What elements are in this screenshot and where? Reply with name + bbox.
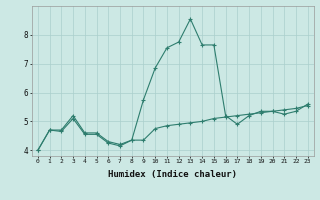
X-axis label: Humidex (Indice chaleur): Humidex (Indice chaleur) [108, 170, 237, 179]
